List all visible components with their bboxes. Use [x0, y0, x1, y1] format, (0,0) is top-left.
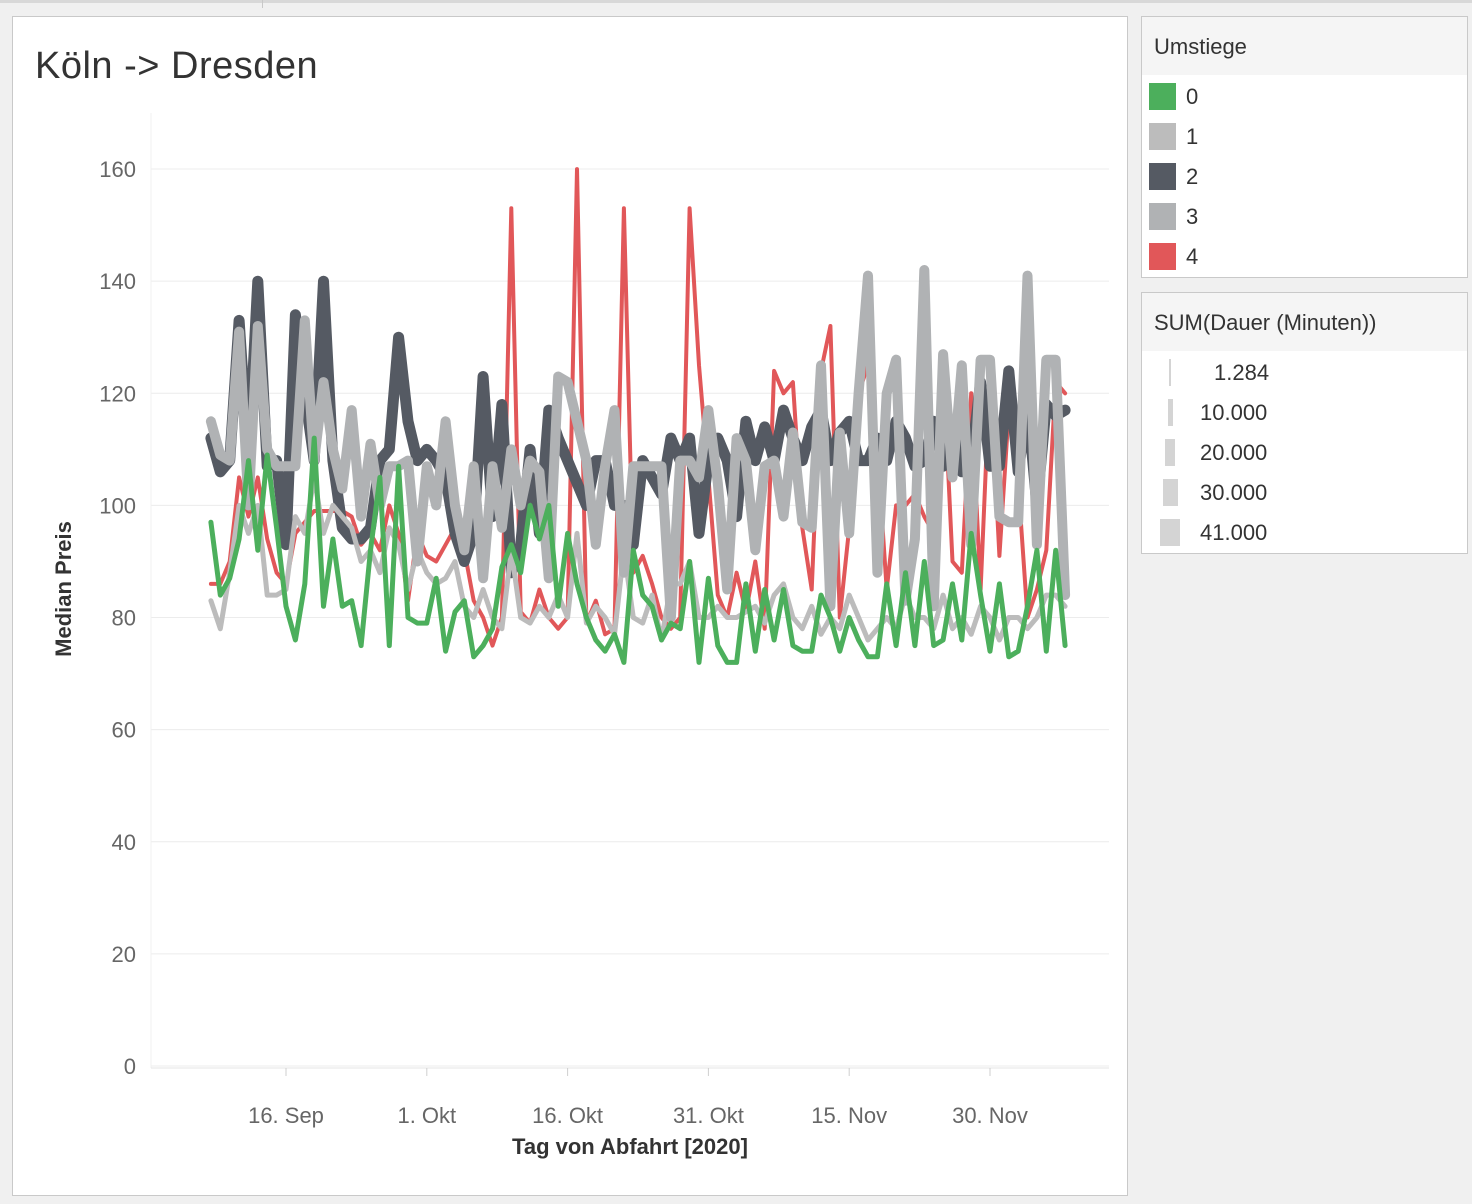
x-tick-label: 16. Okt — [532, 1103, 603, 1128]
x-tick-label: 15. Nov — [811, 1103, 887, 1128]
chart-panel: Köln -> Dresden 0 20 40 60 80 100 120 140 160 16.… — [12, 16, 1128, 1196]
size-legend-mark — [1165, 439, 1175, 466]
x-tick-label: 31. Okt — [673, 1103, 744, 1128]
legend-swatch — [1149, 163, 1176, 190]
legend-swatch — [1149, 83, 1176, 110]
top-toolbar-strip — [0, 0, 1472, 3]
legend-label: 1 — [1186, 124, 1199, 149]
color-legend-item[interactable]: 0 — [1142, 77, 1467, 117]
y-axis-title: Median Preis — [51, 521, 76, 657]
size-legend-title: SUM(Dauer (Minuten)) — [1142, 293, 1467, 351]
size-legend-item: 10.000 — [1142, 393, 1467, 433]
line-chart: 0 20 40 60 80 100 120 140 160 16. Sep 1. Okt 16. Ok… — [51, 113, 1109, 1159]
size-legend-label: 30.000 — [1200, 480, 1268, 505]
size-legend-item: 1.284 — [1142, 353, 1467, 393]
y-tick-label: 20 — [112, 942, 136, 967]
size-legend-item: 20.000 — [1142, 433, 1467, 473]
color-legend-item[interactable]: 1 — [1142, 117, 1467, 157]
legend-swatch — [1149, 203, 1176, 230]
x-tick-label: 30. Nov — [952, 1103, 1028, 1128]
x-tick-label: 1. Okt — [397, 1103, 456, 1128]
legend-label: 2 — [1186, 164, 1199, 189]
y-tick-label: 60 — [112, 718, 136, 743]
size-legend-mark — [1162, 479, 1178, 506]
size-legend: SUM(Dauer (Minuten)) 1.284 10.000 20.000 30… — [1141, 292, 1468, 554]
legend-swatch — [1149, 243, 1176, 270]
size-legend-mark — [1160, 519, 1180, 546]
color-legend-title: Umstiege — [1142, 17, 1467, 75]
legend-swatch — [1149, 123, 1176, 150]
x-tick-label: 16. Sep — [248, 1103, 324, 1128]
size-legend-label: 1.284 — [1214, 360, 1270, 385]
color-legend: Umstiege 0 1 2 3 4 — [1141, 16, 1468, 278]
color-legend-items: 0 1 2 3 4 — [1142, 75, 1467, 277]
legend-label: 0 — [1186, 84, 1199, 109]
size-legend-mark — [1167, 399, 1173, 426]
size-legend-label: 10.000 — [1200, 400, 1268, 425]
series-line-3 — [205, 265, 1071, 623]
toolbar-divider — [262, 0, 263, 8]
y-tick-label: 40 — [112, 830, 136, 855]
legend-label: 3 — [1186, 204, 1199, 229]
series-line-0 — [208, 435, 1068, 665]
series-line-1 — [208, 474, 1068, 643]
size-legend-items: 1.284 10.000 20.000 30.000 41.000 — [1142, 351, 1467, 553]
size-legend-mark — [1169, 359, 1171, 386]
y-tick-label: 160 — [99, 157, 136, 182]
y-tick-label: 100 — [99, 493, 136, 518]
size-legend-item: 30.000 — [1142, 473, 1467, 513]
y-tick-label: 140 — [99, 269, 136, 294]
y-tick-label: 80 — [112, 606, 136, 631]
size-legend-label: 20.000 — [1200, 440, 1268, 465]
legend-label: 4 — [1186, 244, 1199, 269]
size-legend-label: 41.000 — [1200, 520, 1268, 545]
size-legend-item: 41.000 — [1142, 513, 1467, 553]
y-tick-label: 0 — [124, 1054, 136, 1079]
y-tick-label: 120 — [99, 381, 136, 406]
color-legend-item[interactable]: 4 — [1142, 237, 1467, 277]
chart-title: Köln -> Dresden — [35, 45, 319, 87]
x-axis-title: Tag von Abfahrt [2020] — [512, 1134, 748, 1159]
color-legend-item[interactable]: 3 — [1142, 197, 1467, 237]
color-legend-item[interactable]: 2 — [1142, 157, 1467, 197]
